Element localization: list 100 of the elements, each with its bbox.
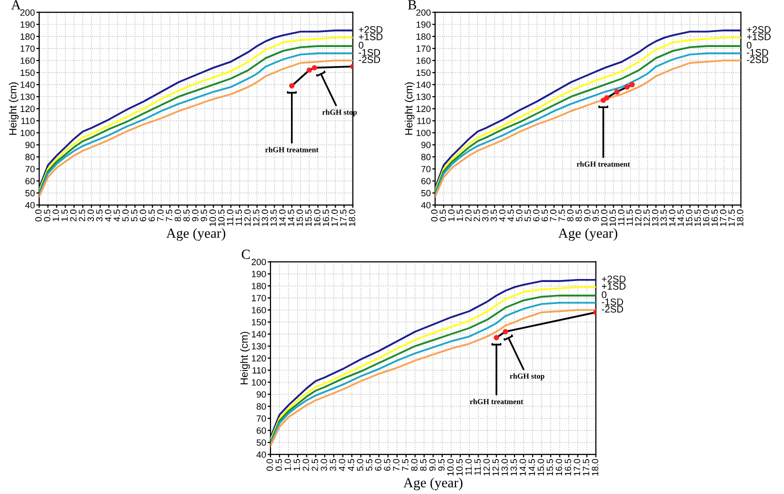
x-tick-label: 1.5	[294, 459, 300, 471]
y-tick-label: 110	[21, 118, 35, 124]
x-tick-label: 15.0	[296, 210, 303, 226]
y-tick-label: 170	[252, 294, 266, 302]
y-tick-label: 100	[20, 130, 35, 136]
x-tick-label: 17.5	[728, 210, 735, 226]
x-tick-label: 11.5	[236, 210, 242, 226]
x-tick-label: 12.0	[483, 459, 490, 476]
x-tick-label: 3.0	[87, 210, 94, 222]
x-tick-label: 6.5	[542, 210, 548, 222]
x-tick-label: 7.0	[393, 459, 400, 471]
point	[494, 335, 500, 340]
y-axis-title: Height (cm)	[8, 82, 19, 135]
y-tick-label: 160	[20, 57, 35, 64]
x-tick-label: 12.5	[492, 459, 499, 476]
x-tick-label: 0.0	[431, 210, 438, 222]
y-tick-label: 150	[252, 318, 266, 326]
x-tick-label: 10.5	[610, 210, 616, 226]
y-tick-label: 140	[20, 82, 35, 88]
x-tick-label: 2.5	[78, 210, 86, 222]
chart-title: A	[11, 0, 21, 10]
x-tick-label: 15.0	[538, 459, 544, 476]
x-tick-label: 0.5	[276, 459, 282, 471]
x-tick-label: 10.5	[218, 210, 225, 226]
y-tick-label: 110	[252, 367, 266, 374]
x-tick-label: 7.5	[558, 210, 565, 222]
point	[630, 82, 635, 88]
series-label: -1SD	[746, 49, 768, 56]
x-tick-label: 4.5	[348, 459, 354, 471]
series-label: 0	[602, 291, 606, 298]
y-tick-label: 120	[252, 355, 266, 362]
x-tick-label: 8.0	[567, 210, 574, 222]
x-tick-label: 0.5	[440, 210, 446, 222]
x-tick-label: 7.5	[402, 459, 408, 471]
y-tick-label: 140	[416, 82, 431, 88]
x-tick-label: 1.5	[456, 210, 464, 222]
point	[312, 65, 318, 70]
x-tick-label: 11.5	[626, 210, 633, 226]
x-tick-label: 18.0	[348, 210, 356, 226]
series-label: -2SD	[602, 306, 624, 313]
x-tick-label: 18.0	[592, 459, 598, 476]
x-tick-label: 17.5	[582, 459, 590, 476]
x-tick-label: 17.0	[720, 210, 726, 226]
x-tick-label: 10.0	[447, 459, 454, 476]
x-tick-label: 9.5	[200, 210, 208, 222]
x-tick-label: 8.5	[420, 459, 427, 471]
x-tick-label: 11.0	[618, 210, 624, 226]
x-tick-label: 14.0	[668, 210, 676, 226]
y-tick-label: 180	[20, 33, 35, 40]
x-tick-label: 12.5	[643, 210, 650, 226]
y-tick-label: 200	[252, 258, 266, 266]
y-tick-label: 70	[421, 166, 431, 172]
x-tick-label: 12.5	[253, 210, 260, 226]
x-tick-label: 2.0	[302, 459, 310, 471]
x-tick-label: 16.5	[322, 210, 330, 226]
series-label: +2SD	[746, 26, 771, 34]
x-tick-label: 15.5	[546, 459, 554, 476]
y-axis-title: Height (cm)	[404, 82, 415, 135]
x-tick-label: 14.0	[520, 459, 526, 476]
x-tick-label: 13.0	[652, 210, 658, 226]
y-tick-label: 40	[25, 202, 35, 208]
x-tick-label: 13.0	[262, 210, 268, 226]
x-tick-label: 9.5	[592, 210, 599, 222]
series-label: +2SD	[358, 26, 382, 34]
series-label: -2SD	[746, 56, 768, 64]
chart-title: C	[242, 250, 250, 259]
y-tick-label: 120	[416, 106, 431, 112]
series-label: -1SD	[358, 49, 380, 56]
x-tick-label: 1.0	[284, 459, 291, 471]
y-tick-label: 180	[252, 282, 266, 290]
x-tick-label: 5.0	[122, 210, 129, 222]
x-tick-label: 10.5	[456, 459, 463, 476]
x-tick-label: 11.0	[465, 459, 472, 475]
x-tick-label: 2.5	[312, 459, 318, 471]
x-tick-label: 14.0	[279, 210, 286, 226]
x-tick-label: 2.5	[474, 210, 480, 222]
y-tick-label: 60	[256, 427, 266, 434]
x-tick-label: 11.5	[474, 459, 481, 475]
x-tick-label: 0.0	[266, 459, 273, 471]
x-tick-label: 1.5	[61, 210, 68, 222]
y-tick-label: 170	[416, 45, 431, 52]
x-tick-label: 13.5	[270, 210, 277, 226]
y-axis-title: Height (cm)	[240, 332, 250, 384]
point	[604, 95, 610, 100]
x-tick-label: 3.5	[330, 459, 336, 471]
x-tick-label: 5.5	[366, 459, 372, 471]
y-tick-label: 50	[25, 190, 35, 196]
x-tick-label: 10.0	[209, 210, 216, 226]
x-tick-label: 13.5	[510, 459, 517, 476]
x-tick-label: 5.5	[131, 210, 138, 222]
y-tick-label: 90	[421, 142, 431, 148]
x-tick-label: 4.0	[499, 210, 506, 222]
series-label: 0	[746, 42, 752, 49]
point	[502, 329, 508, 334]
series-label: +1SD	[358, 33, 382, 40]
x-tick-label: 7.5	[166, 210, 172, 222]
x-tick-label: 18.0	[736, 210, 744, 226]
y-tick-label: 130	[416, 94, 431, 100]
x-tick-label: 4.0	[104, 210, 112, 222]
x-tick-label: 0.0	[35, 210, 42, 222]
